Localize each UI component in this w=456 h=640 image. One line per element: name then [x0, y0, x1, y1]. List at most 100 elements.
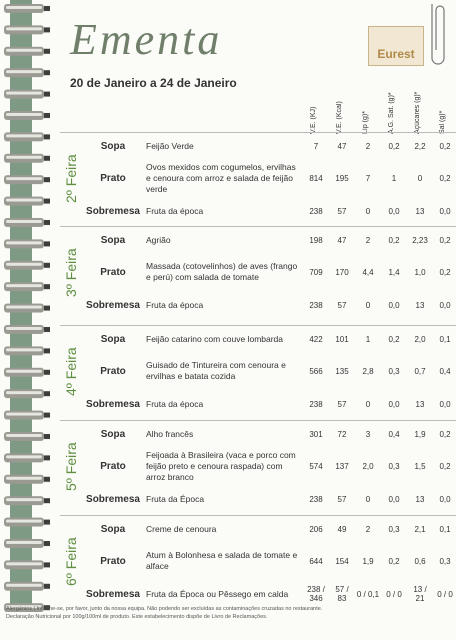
dish: Atum à Bolonhesa e salada de tomate e al… [146, 550, 298, 571]
nutrition-value: 0,4 [439, 366, 451, 376]
nutrition-value: 0,0 [439, 494, 451, 504]
nutrition-value: 0,7 [414, 366, 426, 376]
nutrition-value: 0,2 [388, 141, 400, 151]
title: Ementa [70, 15, 223, 64]
dish: Feijão Verde [146, 140, 194, 151]
day-label: 5º Feira [63, 442, 79, 492]
dish: Agrião [146, 234, 171, 245]
nutrition-value: 2,0 [362, 461, 374, 471]
nutrition-value: 2,23 [412, 235, 428, 245]
course: Sopa [100, 333, 126, 345]
nutrition-value: 2 [365, 235, 371, 245]
nutrition-value: 301 [309, 429, 323, 439]
nutrition-value: 47 [337, 235, 347, 245]
spiral-binding [0, 0, 56, 612]
nutrition-value: 0 / 0,1 [356, 589, 380, 599]
day-label: 3º Feira [63, 248, 79, 298]
nutrition-value: 709 [309, 267, 323, 277]
course: Sobremesa [86, 398, 140, 410]
dish: Alho francês [146, 428, 194, 439]
nutrition-value: 198 [309, 235, 323, 245]
nutrition-value: 1 [365, 334, 371, 344]
nutrition-value: 170 [335, 267, 349, 277]
nutrition-value: 4,4 [362, 267, 374, 277]
course: Sopa [100, 523, 126, 535]
nutrition-value: 0,3 [388, 524, 400, 534]
nutrition-value: 0,2 [439, 173, 451, 183]
nutrition-value: 0,2 [439, 429, 451, 439]
nutrition-value: 57 [337, 206, 347, 216]
nutrition-value: 47 [337, 141, 347, 151]
nutrition-value: 1,9 [362, 556, 374, 566]
nutrition-value: 1 [391, 173, 397, 183]
nutrition-value: 2 [365, 141, 371, 151]
nutrition-value: 0,2 [439, 267, 451, 277]
nutrition-value: 644 [309, 556, 323, 566]
column-header: Líp (g)* [362, 111, 369, 134]
nutrition-value: 238 [309, 399, 323, 409]
nutrition-value: 1,4 [388, 267, 400, 277]
nutrition-value: 154 [335, 556, 349, 566]
nutrition-value: 13 / 21 [413, 585, 427, 603]
nutrition-value: 0,0 [388, 494, 400, 504]
nutrition-value: 13 [415, 300, 425, 310]
column-header: V.E. (KJ) [310, 106, 317, 134]
nutrition-value: 0,0 [388, 300, 400, 310]
nutrition-value: 0,0 [388, 206, 400, 216]
nutrition-value: 238 [309, 206, 323, 216]
separator [60, 325, 456, 326]
nutrition-value: 0 / 0 [386, 589, 402, 599]
course: Prato [100, 266, 126, 278]
nutrition-value: 13 [415, 206, 425, 216]
nutrition-value: 0,3 [388, 461, 400, 471]
nutrition-value: 0,6 [414, 556, 426, 566]
nutrition-value: 238 [309, 494, 323, 504]
course: Prato [100, 172, 126, 184]
nutrition-value: 814 [309, 173, 323, 183]
nutrition-value: 574 [309, 461, 323, 471]
nutrition-value: 1,5 [414, 461, 426, 471]
nutrition-value: 238 [309, 300, 323, 310]
logo: Eurest [368, 26, 424, 66]
nutrition-value: 238 / 346 [307, 585, 325, 603]
nutrition-value: 72 [337, 429, 347, 439]
nutrition-value: 195 [335, 173, 349, 183]
course: Sopa [100, 140, 126, 152]
separator [60, 515, 456, 516]
nutrition-value: 422 [309, 334, 323, 344]
nutrition-value: 2,0 [414, 334, 426, 344]
nutrition-value: 206 [309, 524, 323, 534]
nutrition-value: 0,2 [388, 334, 400, 344]
nutrition-value: 0,2 [439, 461, 451, 471]
nutrition-value: 0,4 [388, 429, 400, 439]
dish: Creme de cenoura [146, 523, 217, 534]
nutrition-value: 0 [365, 300, 371, 310]
course: Prato [100, 555, 126, 567]
nutrition-value: 2 [365, 524, 371, 534]
nutrition-value: 7 [313, 141, 319, 151]
nutrition-value: 1,9 [414, 429, 426, 439]
nutrition-value: 1,0 [414, 267, 426, 277]
nutrition-value: 0 [365, 206, 371, 216]
nutrition-value: 57 [337, 399, 347, 409]
day-label: 6º Feira [63, 537, 79, 587]
course: Prato [100, 365, 126, 377]
day-label: 4º Feira [63, 347, 79, 397]
dish: Fruta da Época ou Pêssego em calda [146, 588, 289, 599]
nutrition-value: 57 [337, 494, 347, 504]
nutrition-value: 0,3 [388, 366, 400, 376]
nutrition-value: 0,2 [439, 235, 451, 245]
footer-note: Alergénios | Informe-se, por favor, junt… [6, 606, 323, 612]
nutrition-value: 7 [365, 173, 371, 183]
separator [60, 420, 456, 421]
nutrition-value: 101 [335, 334, 349, 344]
dish: Feijoada à Brasileira (vaca e porco com … [146, 449, 296, 482]
column-header: A.G. Sat. (g)* [388, 92, 395, 134]
nutrition-value: 2,1 [414, 524, 426, 534]
dish: Fruta da Época [146, 493, 205, 504]
nutrition-value: 0,1 [439, 524, 451, 534]
nutrition-value: 3 [365, 429, 371, 439]
dish: Guisado de Tintureira com cenoura e ervi… [146, 360, 286, 381]
column-header: Sal (g)* [439, 110, 446, 134]
